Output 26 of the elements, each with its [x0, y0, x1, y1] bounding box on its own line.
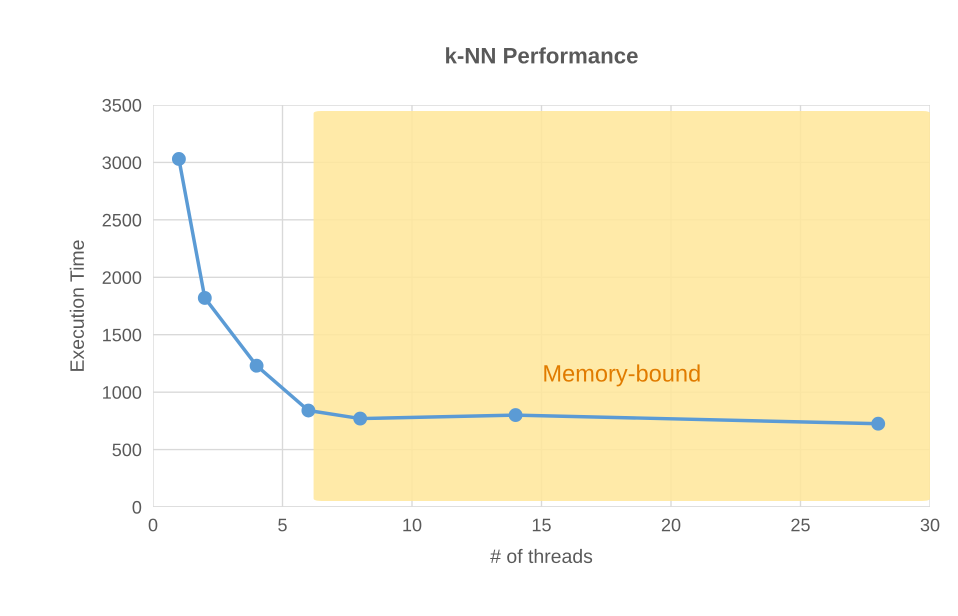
x-tick-label: 5 — [278, 518, 287, 532]
point — [871, 416, 886, 431]
y-tick-label: 2000 — [102, 271, 142, 284]
point — [353, 412, 368, 426]
y-tick-label: 1500 — [103, 328, 142, 342]
point — [508, 408, 523, 422]
chart-title: k-NN Performance — [446, 47, 638, 64]
y-tick-label: 2500 — [102, 214, 142, 227]
y-tick-label: 0 — [132, 500, 142, 514]
y-axis-title: Execution Time — [70, 240, 84, 371]
y-tick-label: 3500 — [102, 98, 142, 112]
x-tick-label: 25 — [791, 518, 810, 532]
x-tick-label: 15 — [532, 518, 551, 532]
y-tick-label: 500 — [112, 444, 142, 456]
x-tick-label: 0 — [148, 518, 158, 532]
point — [301, 404, 316, 418]
x-tick-label: 10 — [403, 518, 422, 532]
y-tick-label: 1000 — [103, 386, 142, 399]
x-tick-label: 20 — [662, 518, 680, 532]
band-label: Memory-bound — [544, 364, 700, 386]
x-tick-label: 30 — [920, 518, 940, 532]
point — [172, 152, 186, 166]
y-tick-label: 3000 — [102, 156, 142, 170]
point — [198, 291, 212, 305]
x-axis-title: # of threads — [490, 548, 592, 564]
point — [250, 358, 264, 373]
